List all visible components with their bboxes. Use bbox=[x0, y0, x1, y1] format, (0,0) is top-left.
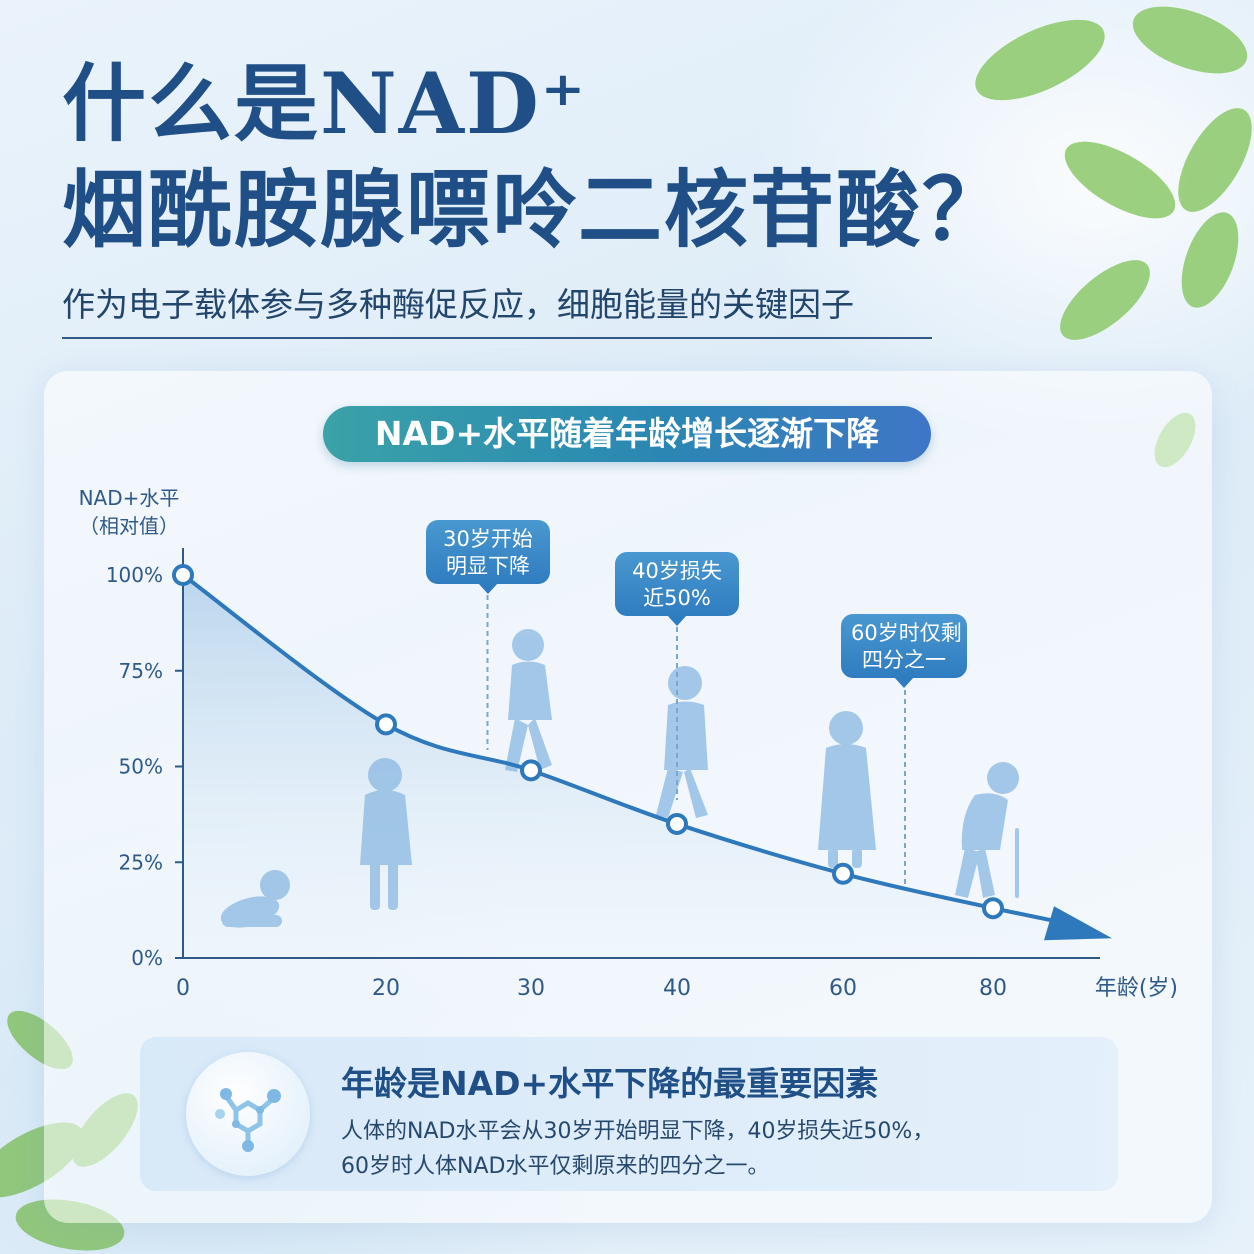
data-point bbox=[520, 759, 542, 782]
teen-silhouette-icon bbox=[505, 629, 552, 772]
x-tick-label: 80 bbox=[979, 976, 1007, 1001]
baby-silhouette-icon bbox=[220, 870, 290, 928]
y-axis-label-line2: （相对值） bbox=[79, 514, 179, 538]
data-point bbox=[832, 862, 854, 885]
info-title: 年龄是NAD+水平下降的最重要因素 bbox=[341, 1064, 879, 1103]
callout-age-40-line2: 近50% bbox=[643, 586, 711, 610]
series-line bbox=[181, 573, 1081, 929]
elderly-with-cane-silhouette-icon bbox=[955, 762, 1019, 898]
x-tick-label: 30 bbox=[517, 976, 545, 1001]
y-axis-label-line1: NAD+水平 bbox=[78, 486, 180, 510]
x-axis-label: 年龄(岁) bbox=[1095, 976, 1178, 1001]
page-title-line1: 什么是NAD⁺ bbox=[62, 54, 588, 153]
y-axis-label: NAD+水平 （相对值） bbox=[64, 484, 194, 540]
x-tick-label: 60 bbox=[829, 976, 857, 1001]
arrow-head-icon bbox=[1044, 906, 1112, 941]
y-tick-label: 75% bbox=[119, 659, 163, 683]
data-point bbox=[172, 564, 194, 586]
data-point bbox=[375, 713, 397, 736]
y-tick-label: 100% bbox=[106, 563, 163, 587]
molecule-icon bbox=[186, 1052, 310, 1176]
elder-woman-silhouette-icon bbox=[818, 711, 876, 868]
y-tick-label: 50% bbox=[119, 755, 163, 779]
divider bbox=[62, 337, 932, 339]
info-text-line1: 人体的NAD水平会从30岁开始明显下降，40岁损失近50%， bbox=[341, 1119, 935, 1144]
page-subtitle: 作为电子载体参与多种酶促反应，细胞能量的关键因子 bbox=[62, 285, 854, 324]
data-point bbox=[982, 897, 1004, 920]
data-point bbox=[666, 812, 688, 835]
y-tick-label: 25% bbox=[119, 850, 163, 874]
chart-title-badge: NAD+水平随着年龄增长逐渐下降 bbox=[323, 406, 931, 462]
callout-age-60-line1: 60岁时仅剩 bbox=[851, 621, 962, 645]
callout-age-60-line2: 四分之一 bbox=[862, 648, 946, 672]
age-silhouettes bbox=[220, 629, 1019, 928]
page-title-line2: 烟酰胺腺嘌呤二核苷酸？ bbox=[62, 160, 1009, 259]
adult-silhouette-icon bbox=[656, 666, 708, 818]
info-text-line2: 60岁时人体NAD水平仅剩原来的四分之一。 bbox=[341, 1154, 770, 1179]
callout-age-40: 40岁损失 近50% bbox=[615, 552, 739, 626]
child-silhouette-icon bbox=[360, 758, 412, 910]
callout-age-30-line1: 30岁开始 bbox=[443, 527, 533, 551]
x-tick-label: 20 bbox=[372, 976, 400, 1001]
callout-age-60: 60岁时仅剩 四分之一 bbox=[841, 614, 967, 688]
callout-age-40-line1: 40岁损失 bbox=[632, 559, 722, 583]
callout-age-30: 30岁开始 明显下降 bbox=[426, 520, 550, 594]
callout-age-30-line2: 明显下降 bbox=[446, 554, 530, 578]
y-tick-label: 0% bbox=[131, 946, 163, 970]
x-tick-label: 0 bbox=[176, 976, 190, 1001]
x-tick-label: 40 bbox=[663, 976, 691, 1001]
